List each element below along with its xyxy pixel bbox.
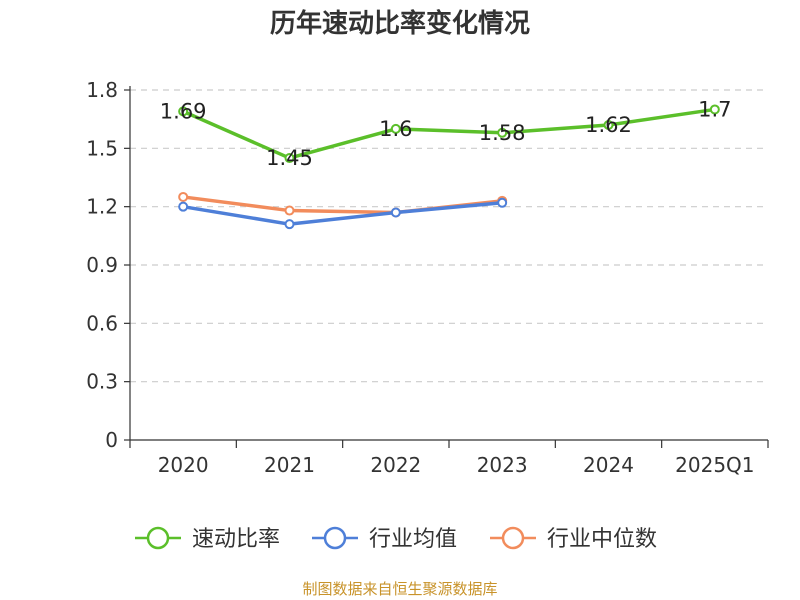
data-point <box>497 197 508 208</box>
legend-marker <box>323 526 347 550</box>
y-tick-label: 0.3 <box>86 370 118 394</box>
series-group: 1.69 1.45 1.6 1.58 1.62 1.7 <box>160 97 732 230</box>
data-point <box>497 127 508 138</box>
y-tick-label: 1.2 <box>86 195 118 219</box>
data-point <box>178 191 189 202</box>
data-point <box>284 153 295 164</box>
data-point <box>709 104 720 115</box>
x-tick-label: 2020 <box>158 453 209 477</box>
y-tick-label: 0.9 <box>86 253 118 277</box>
data-point <box>390 123 401 134</box>
legend: 速动比率 行业均值 行业中位数 <box>135 526 657 552</box>
legend-marker <box>146 526 170 550</box>
y-tick-label: 0.6 <box>86 311 118 335</box>
x-tick-label: 2021 <box>264 453 315 477</box>
x-tick-label: 2022 <box>370 453 421 477</box>
x-tick-label: 2025Q1 <box>675 453 754 477</box>
data-point <box>390 207 401 218</box>
data-point <box>603 120 614 130</box>
legend-label: 速动比率 <box>192 527 280 552</box>
series-line <box>182 107 716 160</box>
data-label: 1.7 <box>698 97 731 121</box>
legend-label: 行业中位数 <box>547 527 657 552</box>
chart-title: 历年速动比率变化情况 <box>270 8 530 39</box>
data-label: 1.6 <box>379 117 412 141</box>
legend-label: 行业均值 <box>369 527 457 552</box>
data-label: 1.58 <box>479 121 526 145</box>
data-label: 1.62 <box>585 113 632 137</box>
series-line <box>182 201 503 226</box>
y-tick-label: 0 <box>105 428 118 452</box>
y-tick-label: 1.5 <box>86 136 118 160</box>
x-tick-label: 2023 <box>477 453 528 477</box>
data-label: 1.45 <box>266 146 313 170</box>
grid-lines <box>130 89 768 383</box>
source-note: 制图数据来自恒生聚源数据库 <box>302 580 497 598</box>
axes: 0 0.3 0.6 0.9 1.2 1.5 1.8 2020 2021 2022 2023 2024 2… <box>86 78 769 477</box>
x-tick-label: 2024 <box>583 453 634 477</box>
data-point <box>284 205 295 216</box>
data-point <box>178 106 189 117</box>
series-line <box>182 195 503 215</box>
y-tick-label: 1.8 <box>86 78 118 102</box>
data-point <box>284 219 295 230</box>
data-point <box>178 201 189 212</box>
data-label: 1.69 <box>160 99 207 123</box>
legend-marker <box>501 526 525 550</box>
